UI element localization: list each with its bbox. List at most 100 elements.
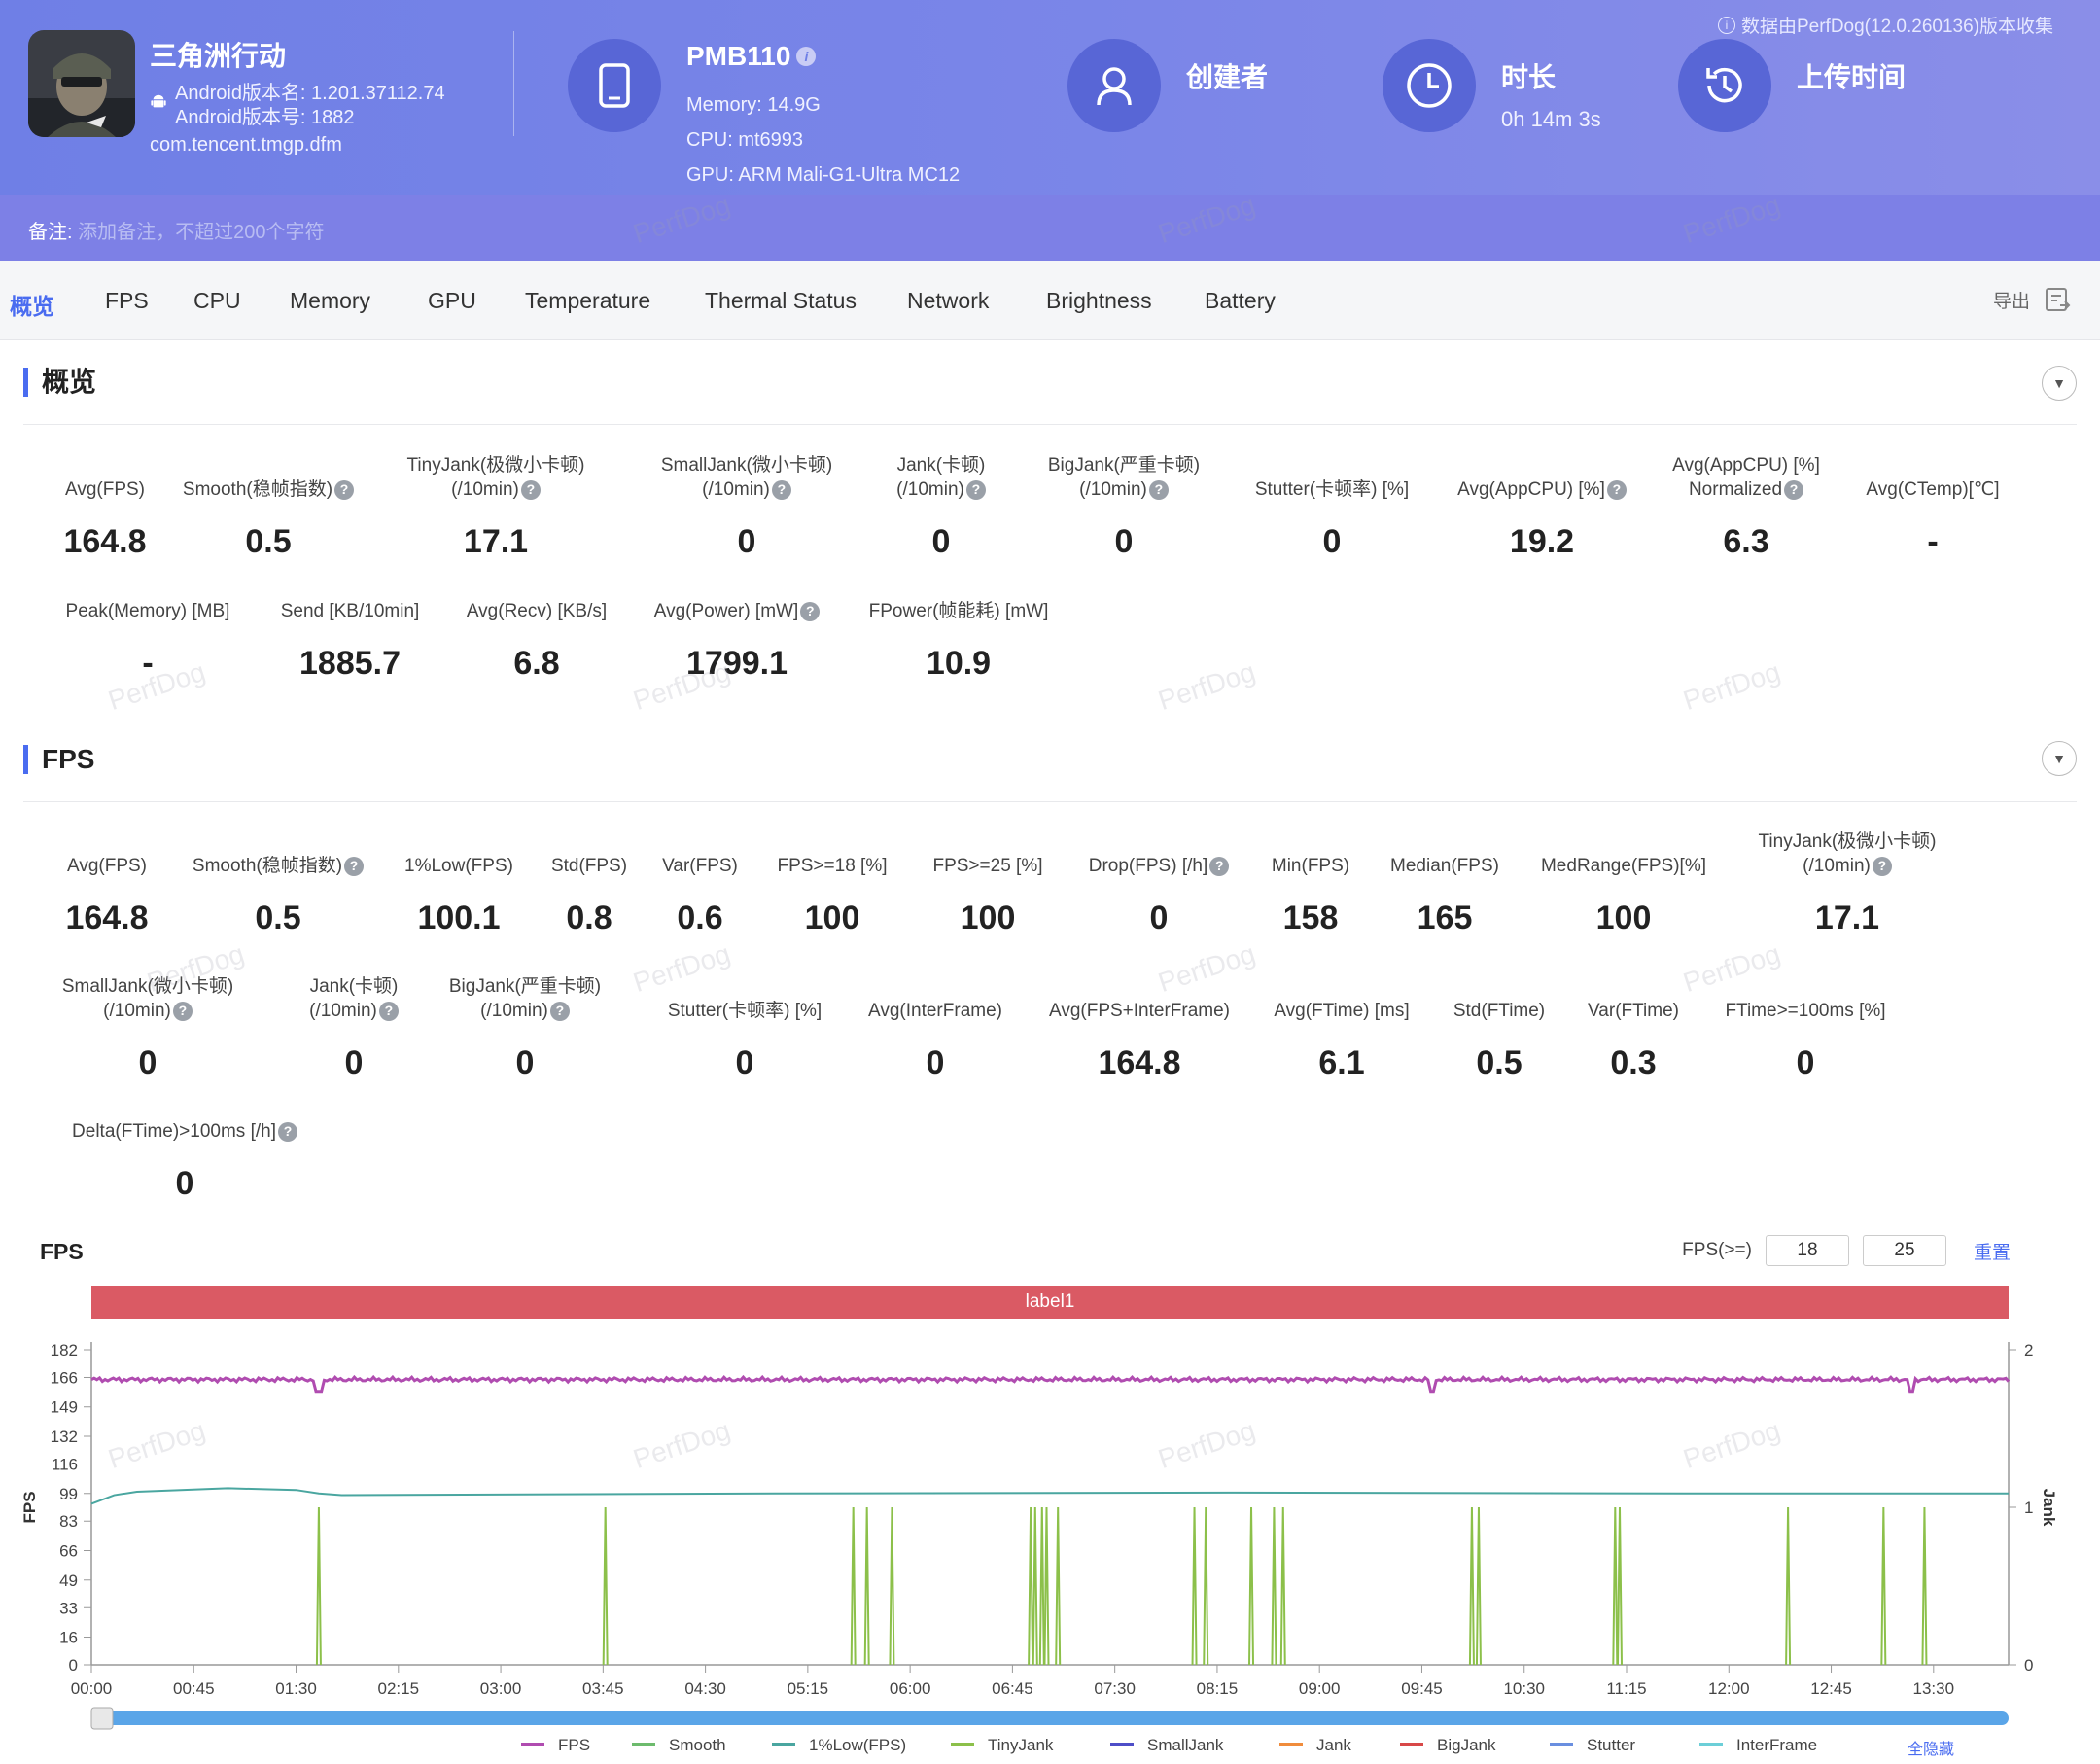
metric-fpower-mw: FPower(帧能耗) [mW] 10.9 — [842, 599, 1075, 686]
metric-label-line: Send [KB/10min] — [233, 599, 467, 623]
metric-label-line: SmallJank(微小卡顿) — [31, 974, 264, 999]
help-icon[interactable]: ? — [172, 1001, 192, 1021]
android-icon — [151, 94, 166, 108]
metric-label: Var(FPS) — [583, 854, 817, 878]
fps-section-title: FPS — [23, 745, 94, 774]
y-tick-label: 66 — [59, 1542, 78, 1561]
metric-label-line: FTime>=100ms [%] — [1689, 999, 1922, 1023]
tinyjank-spike — [1880, 1506, 1887, 1666]
metric-label-line: Avg(InterFrame) — [819, 999, 1052, 1023]
x-tick-label: 00:45 — [173, 1679, 215, 1698]
metric-label: Var(FTime) — [1517, 999, 1750, 1023]
metric-1-low-fps: 1%Low(FPS) 100.1 — [342, 854, 576, 940]
fps-chart[interactable]: 0 16 33 49 66 83 99 116 132 149 166 182 0 1 2 FPS Jank 00… — [0, 1323, 2100, 1764]
tab-overview[interactable]: 概览 — [10, 294, 54, 319]
fps-threshold-input-2[interactable]: 25 — [1862, 1235, 1946, 1266]
metric-label: Avg(Recv) [KB/s] — [420, 599, 653, 623]
metric-label-line: Stutter(卡顿率) [%] — [628, 999, 861, 1023]
metric-value: 6.1 — [1318, 1044, 1365, 1081]
help-icon[interactable]: ? — [1606, 479, 1627, 500]
metric-value: 164.8 — [65, 900, 149, 936]
help-icon[interactable]: ? — [771, 479, 791, 500]
metric-label: TinyJank(极微小卡顿) (/10min)? — [379, 453, 612, 502]
help-icon[interactable]: ? — [277, 1121, 298, 1142]
tab-battery[interactable]: Battery — [1205, 288, 1276, 313]
tab-thermal-status[interactable]: Thermal Status — [705, 288, 857, 313]
device-info-icon[interactable]: i — [796, 47, 817, 66]
hide-all-button: 全隐藏 — [1908, 1741, 1954, 1758]
x-tick-label: 07:30 — [1094, 1679, 1136, 1698]
metric-label-text: Peak(Memory) [MB] — [65, 601, 230, 621]
device-gpu: GPU: ARM Mali-G1-Ultra MC12 — [686, 164, 961, 186]
metric-smalljank-10min: SmallJank(微小卡顿) (/10min)? 0 — [31, 974, 264, 1085]
metric-std-ftime: Std(FTime) 0.5 — [1382, 999, 1616, 1085]
reset-button[interactable]: 重置 — [1973, 1242, 2011, 1263]
remark-input[interactable]: 添加备注，不超过200个字符 — [78, 222, 325, 243]
metric-label-line: Avg(Power) [mW]? — [620, 599, 854, 623]
metric-value: 0.5 — [1476, 1044, 1522, 1081]
metric-label: Std(FTime) — [1382, 999, 1616, 1023]
help-icon[interactable]: ? — [965, 479, 986, 500]
metric-label: FPS>=18 [%] — [716, 854, 949, 878]
metric-value: 0 — [138, 1044, 158, 1081]
metric-label-line: BigJank(严重卡顿) — [408, 974, 642, 999]
metric-tinyjank-10min: TinyJank(极微小卡顿) (/10min)? 17.1 — [1731, 829, 1964, 940]
metric-var-ftime: Var(FTime) 0.3 — [1517, 999, 1750, 1085]
tab-network[interactable]: Network — [907, 288, 990, 313]
duration-value: 0h 14m 3s — [1501, 107, 1601, 131]
fps-collapse-button[interactable]: ▼ — [2042, 741, 2077, 776]
x-tick-label: 04:30 — [684, 1679, 726, 1698]
metric-label: Avg(AppCPU) [%] Normalized? — [1629, 453, 1863, 502]
metric-label-text: Avg(FTime) [ms] — [1274, 1001, 1410, 1021]
metric-label-text: Jank(卡顿) — [896, 455, 986, 476]
tab-gpu[interactable]: GPU — [428, 288, 476, 313]
metric-label: Avg(FPS+InterFrame) — [1023, 999, 1256, 1023]
tab-brightness[interactable]: Brightness — [1046, 288, 1152, 313]
metric-value: 1799.1 — [686, 645, 788, 682]
help-icon[interactable]: ? — [549, 1001, 570, 1021]
tab-memory[interactable]: Memory — [290, 288, 371, 313]
metric-label-line: (/10min)? — [31, 999, 264, 1023]
metric-label-line: FPS>=25 [%] — [871, 854, 1104, 878]
metric-label-text: (/10min) — [480, 1001, 548, 1021]
tinyjank-spike — [1475, 1506, 1482, 1666]
help-icon[interactable]: ? — [1209, 856, 1230, 876]
help-icon[interactable]: ? — [1784, 479, 1804, 500]
info-icon: i — [1717, 16, 1735, 34]
tinyjank-spike — [1043, 1506, 1050, 1666]
metric-value: 100 — [1595, 900, 1652, 936]
metric-avg-fps-interframe: Avg(FPS+InterFrame) 164.8 — [1023, 999, 1256, 1085]
metric-label-text: TinyJank(极微小卡顿) — [1758, 831, 1937, 852]
x-tick-label: 09:00 — [1299, 1679, 1341, 1698]
overview-collapse-button[interactable]: ▼ — [2042, 366, 2077, 401]
metric-ftime-100ms: FTime>=100ms [%] 0 — [1689, 999, 1922, 1085]
export-button[interactable]: 导出 — [1993, 286, 2071, 313]
tab-fps[interactable]: FPS — [105, 288, 149, 313]
x-tick-label: 10:30 — [1503, 1679, 1545, 1698]
x-tick-label: 00:00 — [71, 1679, 113, 1698]
watermark-text: PerfDog — [1154, 655, 1259, 717]
help-icon[interactable]: ? — [334, 479, 355, 500]
tab-temperature[interactable]: Temperature — [525, 288, 651, 313]
metric-label-text: FTime>=100ms [%] — [1725, 1001, 1886, 1021]
remark-label: 备注: — [28, 222, 73, 243]
metric-label: Stutter(卡顿率) [%] — [1215, 477, 1449, 502]
help-icon[interactable]: ? — [520, 479, 541, 500]
help-icon[interactable]: ? — [378, 1001, 399, 1021]
y-tick-label: 149 — [51, 1398, 78, 1417]
creator-label: 创建者 — [1186, 62, 1269, 92]
metric-label-text: Stutter(卡顿率) [%] — [667, 1001, 822, 1021]
metric-peak-memory-mb: Peak(Memory) [MB] - — [31, 599, 264, 686]
metric-label-line: Min(FPS) — [1194, 854, 1427, 878]
fps-threshold-input-1[interactable]: 18 — [1765, 1235, 1849, 1266]
help-icon[interactable]: ? — [1872, 856, 1892, 876]
tab-cpu[interactable]: CPU — [193, 288, 241, 313]
label-band[interactable]: label1 — [91, 1286, 2009, 1319]
metric-value: 0.5 — [255, 900, 301, 936]
help-icon[interactable]: ? — [1148, 479, 1169, 500]
metric-label-text: FPS>=18 [%] — [777, 856, 888, 876]
metric-label-line: Avg(AppCPU) [%] — [1629, 453, 1863, 477]
y-tick-label: 49 — [59, 1571, 78, 1590]
help-icon[interactable]: ? — [344, 856, 365, 876]
help-icon[interactable]: ? — [800, 601, 821, 621]
